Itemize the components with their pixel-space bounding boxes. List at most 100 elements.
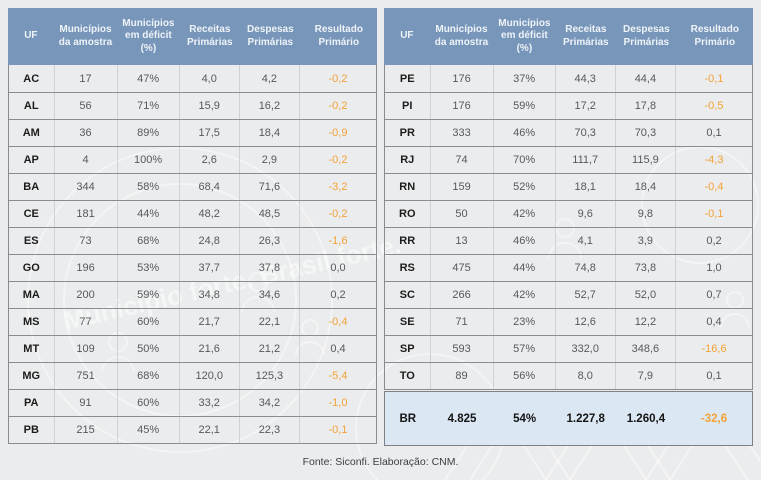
- column-header: UF: [400, 30, 414, 42]
- table-row: MG 751 68% 120,0 125,3 -5,4: [9, 362, 376, 389]
- value-cell: 74,8: [556, 255, 616, 281]
- value-cell: 37,7: [180, 255, 240, 281]
- value-cell: 111,7: [556, 147, 616, 173]
- uf-cell: PA: [9, 390, 55, 416]
- table-row: ES 73 68% 24,8 26,3 -1,6: [9, 227, 376, 254]
- table-row: RJ 74 70% 111,7 115,9 -4,3: [385, 146, 752, 173]
- table-row: AM 36 89% 17,5 18,4 -0,9: [9, 119, 376, 146]
- table-row: GO 196 53% 37,7 37,8 0,0: [9, 254, 376, 281]
- value-cell: 17: [55, 65, 118, 92]
- value-cell: 344: [55, 174, 118, 200]
- uf-cell: GO: [9, 255, 55, 281]
- value-cell: -0,4: [704, 181, 724, 193]
- table-row: RR 13 46% 4,1 3,9 0,2: [385, 227, 752, 254]
- uf-cell: SP: [385, 336, 431, 362]
- uf-cell: RJ: [385, 147, 431, 173]
- value-cell: 48,5: [240, 201, 300, 227]
- value-cell: 21,7: [180, 309, 240, 335]
- value-cell: 18,1: [556, 174, 616, 200]
- value-cell: 37,8: [240, 255, 300, 281]
- value-cell: 26,3: [240, 228, 300, 254]
- value-cell: 89%: [118, 120, 180, 146]
- value-cell: -0,1: [704, 72, 724, 85]
- table-body: PE 176 37% 44,3 44,4 -0,1 PI 176 59% 17,2 17,8 -0,5…: [384, 65, 753, 390]
- value-cell: 34,6: [240, 282, 300, 308]
- value-cell: 348,6: [616, 336, 676, 362]
- value-cell: 1.260,4: [626, 412, 666, 425]
- value-cell: -0,1: [704, 208, 724, 220]
- value-cell: 12,6: [556, 309, 616, 335]
- uf-cell: AP: [9, 147, 55, 173]
- value-cell: 333: [431, 120, 494, 146]
- value-cell: 45%: [118, 417, 180, 443]
- value-cell: -0,9: [328, 127, 348, 139]
- value-cell: 4,0: [180, 65, 240, 92]
- value-cell: 332,0: [556, 336, 616, 362]
- value-cell: 0,7: [706, 289, 722, 301]
- watermark-circle: [641, 146, 759, 264]
- value-cell: 70%: [494, 147, 556, 173]
- value-cell: 46%: [494, 228, 556, 254]
- value-cell: 12,2: [616, 309, 676, 335]
- uf-cell: AL: [9, 93, 55, 119]
- value-cell: 176: [431, 65, 494, 92]
- value-cell: -0,2: [328, 100, 348, 112]
- value-cell: 68,4: [180, 174, 240, 200]
- uf-cell: RR: [385, 228, 431, 254]
- value-cell: 34,2: [240, 390, 300, 416]
- value-cell: 17,2: [556, 93, 616, 119]
- column-header: Resultado Primário: [690, 24, 739, 48]
- value-cell: 74: [431, 147, 494, 173]
- value-cell: 176: [431, 93, 494, 119]
- value-cell: 0,2: [706, 235, 722, 247]
- value-cell: 71%: [118, 93, 180, 119]
- state-table-right: UF Municípios da amostra Municípios em déf…: [384, 8, 753, 446]
- value-cell: 21,2: [240, 336, 300, 362]
- column-header: Municípios em déficit (%): [122, 17, 175, 54]
- table-row: TO 89 56% 8,0 7,9 0,1: [385, 362, 752, 389]
- table-row: RS 475 44% 74,8 73,8 1,0: [385, 254, 752, 281]
- value-cell: -0,2: [328, 154, 348, 166]
- value-cell: 59%: [118, 282, 180, 308]
- value-cell: 52%: [494, 174, 556, 200]
- value-cell: 50%: [118, 336, 180, 362]
- table-body: AC 17 47% 4,0 4,2 -0,2 AL 56 71% 15,9 16,2 -0,2 AM 36…: [8, 65, 377, 444]
- uf-cell: MG: [9, 363, 55, 389]
- value-cell: 47%: [118, 65, 180, 92]
- value-cell: -1,0: [328, 397, 348, 409]
- column-header: Receitas Primárias: [187, 24, 233, 48]
- value-cell: 0,4: [330, 343, 346, 355]
- value-cell: 109: [55, 336, 118, 362]
- value-cell: 2,9: [240, 147, 300, 173]
- table-row: AC 17 47% 4,0 4,2 -0,2: [9, 65, 376, 92]
- value-cell: 44,4: [616, 65, 676, 92]
- column-header: Municípios em déficit (%): [498, 17, 551, 54]
- value-cell: 57%: [494, 336, 556, 362]
- value-cell: 89: [431, 363, 494, 389]
- uf-cell: PE: [385, 65, 431, 92]
- source-note: Fonte: Siconfi. Elaboração: CNM.: [302, 456, 459, 468]
- person-icon: [101, 332, 135, 373]
- value-cell: 34,8: [180, 282, 240, 308]
- value-cell: -0,5: [704, 100, 724, 112]
- value-cell: 58%: [118, 174, 180, 200]
- value-cell: 44,3: [556, 65, 616, 92]
- value-cell: -0,4: [328, 316, 348, 328]
- watermark-circle: [27, 147, 333, 453]
- value-cell: 4: [55, 147, 118, 173]
- column-header: Despesas Primárias: [622, 24, 670, 48]
- value-cell: 91: [55, 390, 118, 416]
- column-header: Municípios da amostra: [434, 24, 489, 48]
- table-row: PR 333 46% 70,3 70,3 0,1: [385, 119, 752, 146]
- value-cell: 593: [431, 336, 494, 362]
- value-cell: -0,2: [328, 208, 348, 220]
- table-row: PB 215 45% 22,1 22,3 -0,1: [9, 416, 376, 443]
- table-row: PA 91 60% 33,2 34,2 -1,0: [9, 389, 376, 416]
- column-header: Despesas Primárias: [246, 24, 294, 48]
- value-cell: 59%: [494, 93, 556, 119]
- value-cell: 4,1: [556, 228, 616, 254]
- value-cell: 52,7: [556, 282, 616, 308]
- value-cell: 15,9: [180, 93, 240, 119]
- value-cell: -3,2: [328, 181, 348, 193]
- value-cell: 18,4: [616, 174, 676, 200]
